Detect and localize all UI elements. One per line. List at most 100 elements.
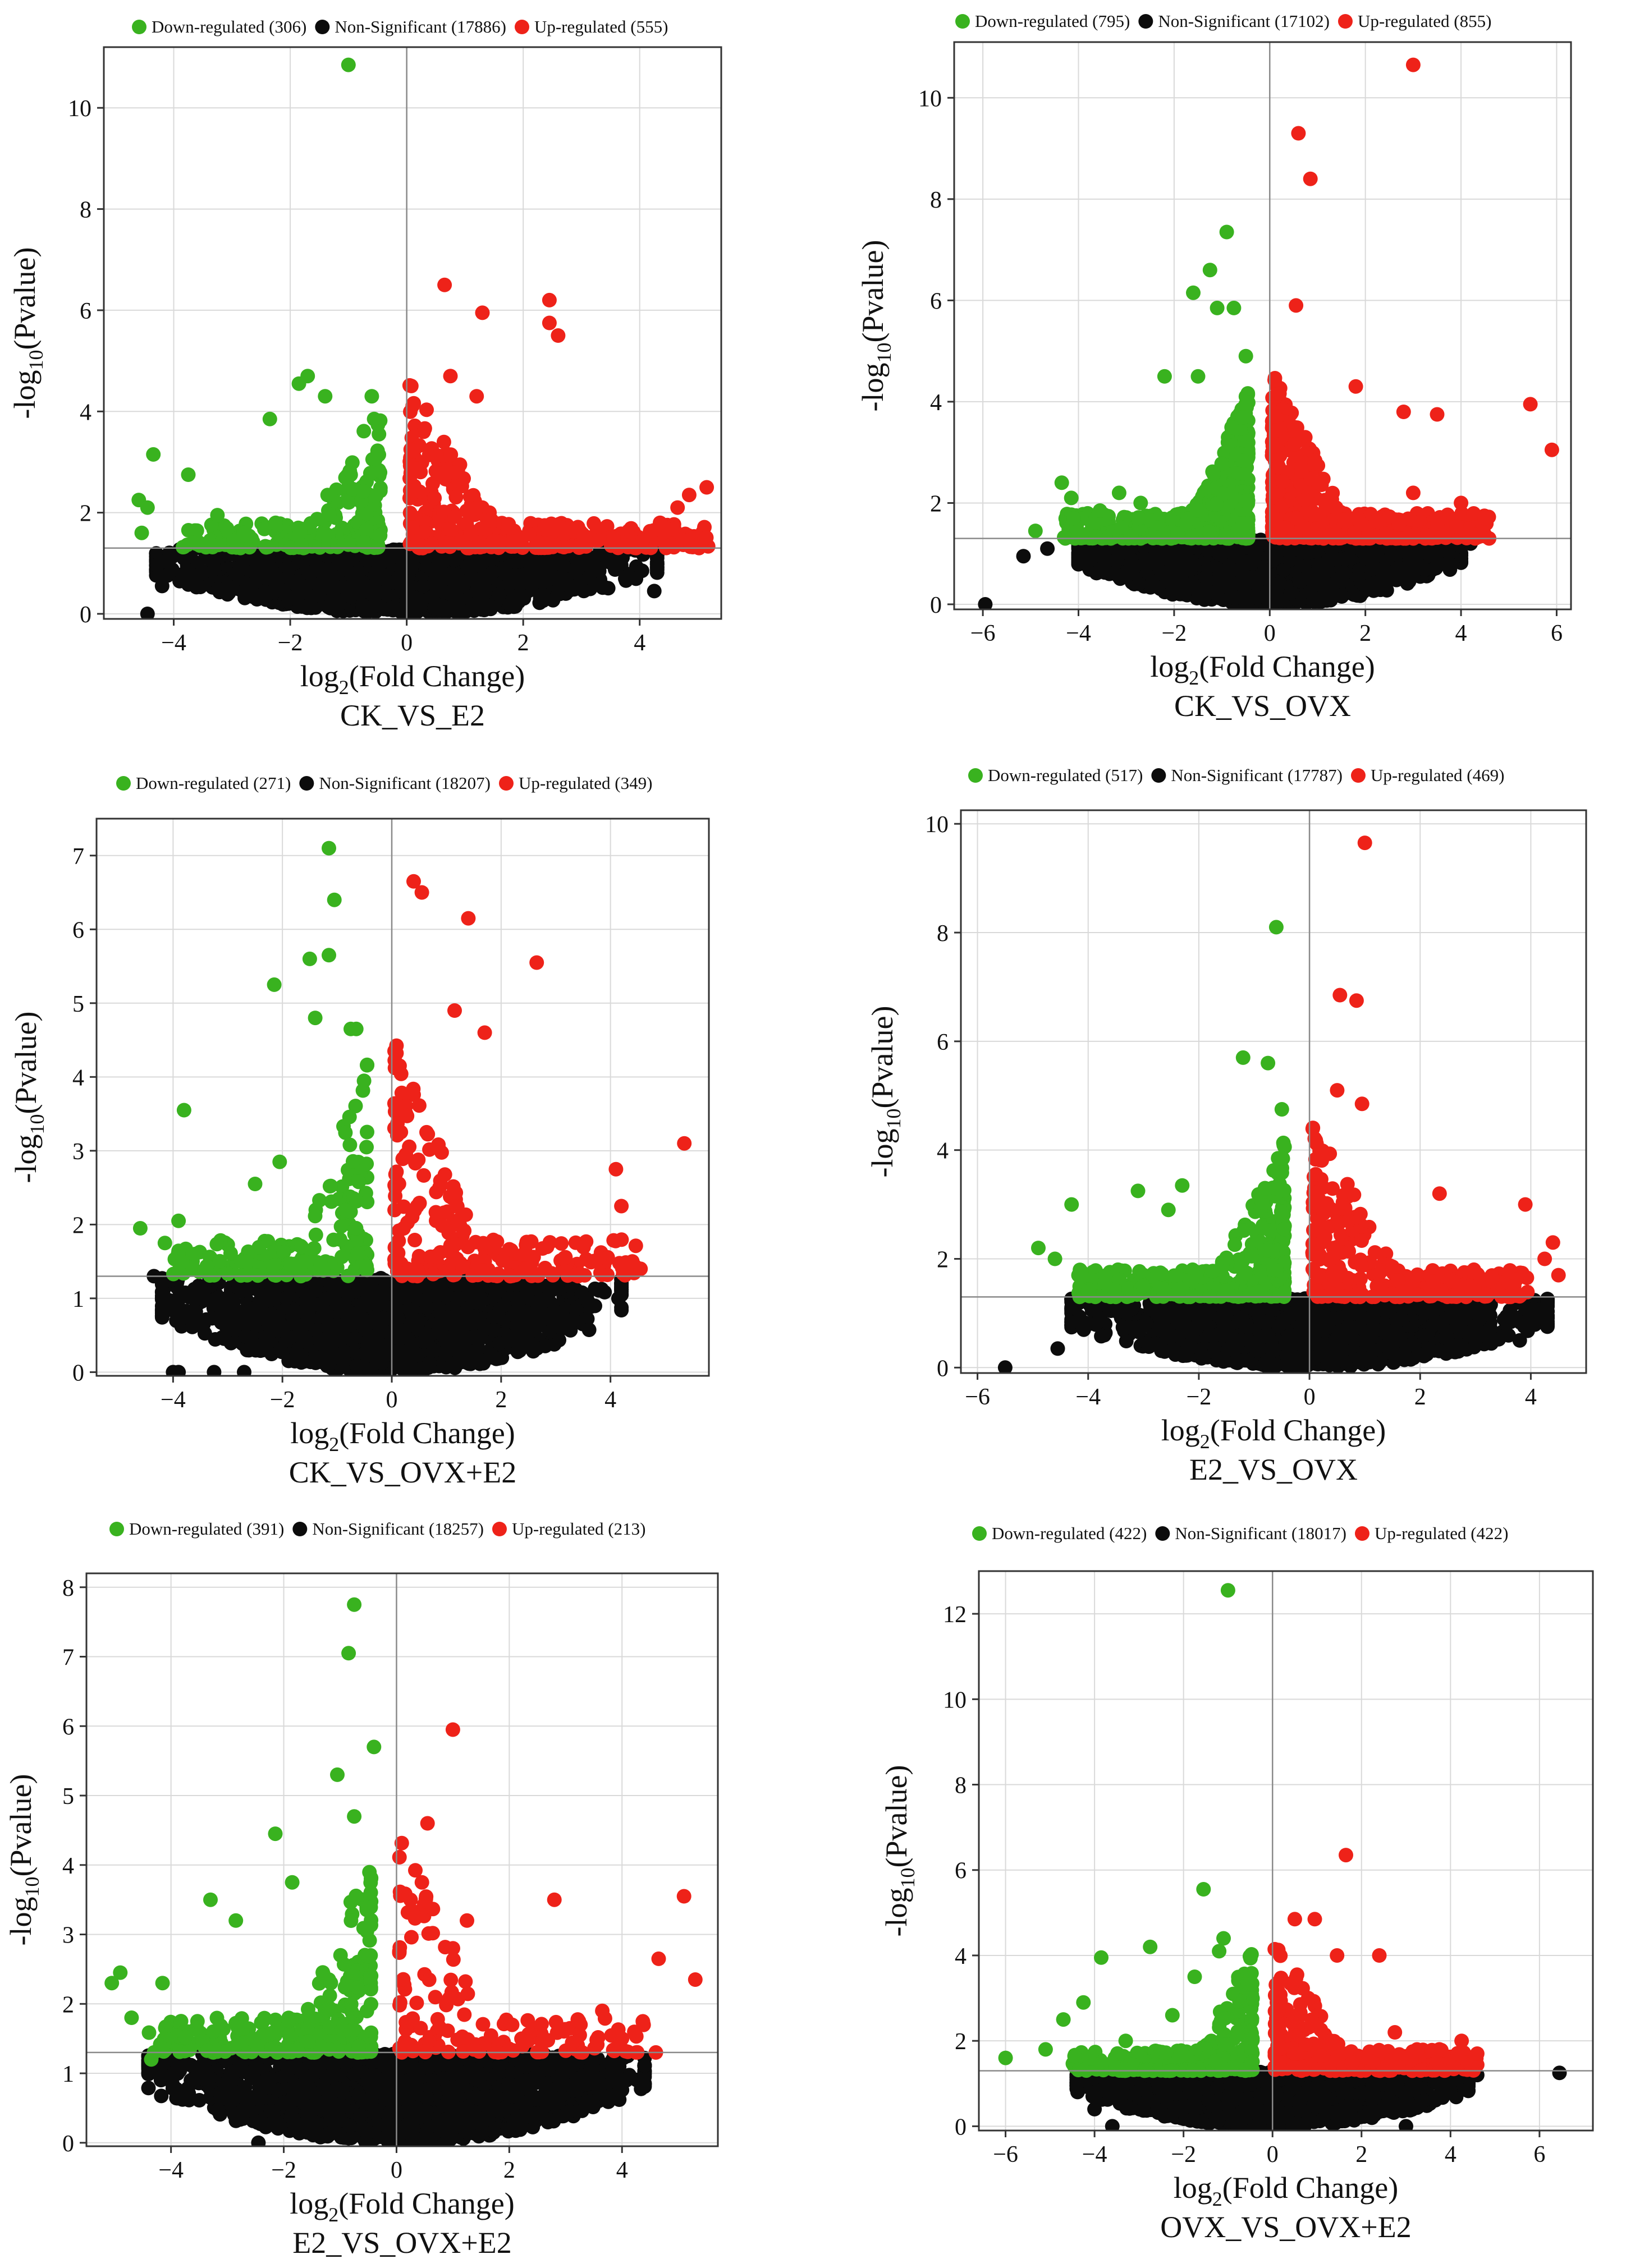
down-point xyxy=(1111,485,1126,501)
nonsig-point xyxy=(506,599,521,614)
down-point xyxy=(1088,529,1103,544)
down-point xyxy=(341,57,356,72)
nonsig-point xyxy=(603,555,619,571)
up-point xyxy=(427,490,442,506)
up-point xyxy=(436,434,451,449)
down-point xyxy=(1190,369,1206,384)
nonsig-point xyxy=(1260,584,1275,599)
up-point xyxy=(463,526,478,541)
nonsig-point xyxy=(447,553,462,568)
up-point xyxy=(551,328,566,343)
legend-swatch-nonsig xyxy=(315,20,330,34)
nonsig-point xyxy=(328,579,343,594)
up-point xyxy=(446,465,461,480)
y-tick-label: 0 xyxy=(80,602,91,628)
down-point xyxy=(1206,466,1221,481)
down-point xyxy=(1230,523,1245,538)
down-point xyxy=(1218,444,1233,460)
up-point xyxy=(555,520,569,535)
up-point xyxy=(469,389,484,404)
nonsig-point xyxy=(1114,546,1129,561)
down-point xyxy=(1054,475,1069,490)
nonsig-point xyxy=(1384,547,1399,562)
up-point xyxy=(436,504,451,520)
up-point xyxy=(442,539,457,554)
down-point xyxy=(359,523,374,538)
nonsig-point xyxy=(291,573,306,588)
legend-swatch-up xyxy=(514,20,529,34)
up-point xyxy=(1298,430,1313,445)
down-point xyxy=(356,484,371,499)
up-point xyxy=(1454,506,1469,521)
down-point xyxy=(310,512,325,527)
up-point xyxy=(542,315,557,330)
down-point xyxy=(1238,348,1253,364)
nonsig-point xyxy=(415,579,430,594)
nonsig-point xyxy=(441,603,456,618)
nonsig-point xyxy=(450,590,465,605)
down-point xyxy=(370,540,386,555)
legend-label-nonsig: Non-Significant (17886) xyxy=(335,17,506,36)
up-point xyxy=(412,484,427,499)
nonsig-point xyxy=(456,579,471,594)
nonsig-point xyxy=(355,575,370,590)
up-point xyxy=(681,488,697,503)
nonsig-point xyxy=(1314,577,1329,593)
down-point xyxy=(368,452,383,467)
up-point xyxy=(537,518,552,533)
down-point xyxy=(210,508,225,523)
nonsig-point xyxy=(149,558,164,573)
nonsig-point xyxy=(186,568,201,584)
down-point xyxy=(318,389,333,404)
nonsig-point xyxy=(1220,579,1235,594)
nonsig-point xyxy=(1323,593,1338,608)
up-point xyxy=(680,533,695,548)
up-point xyxy=(447,509,462,524)
down-point xyxy=(236,525,251,540)
down-point xyxy=(1235,410,1251,425)
nonsig-point xyxy=(257,586,272,601)
nonsig-point xyxy=(978,597,993,609)
down-point xyxy=(262,411,277,426)
nonsig-point xyxy=(376,602,391,617)
nonsig-point xyxy=(1440,544,1455,559)
down-point xyxy=(1219,530,1234,545)
nonsig-point xyxy=(1123,561,1138,576)
nonsig-point xyxy=(1040,541,1055,556)
nonsig-point xyxy=(429,557,444,572)
nonsig-point xyxy=(467,558,482,573)
up-point xyxy=(591,532,606,548)
nonsig-point xyxy=(1355,546,1370,561)
down-point xyxy=(1028,524,1043,539)
nonsig-point xyxy=(515,576,530,591)
up-point xyxy=(409,461,424,476)
nonsig-point xyxy=(320,599,336,614)
up-point xyxy=(466,488,481,503)
nonsig-point xyxy=(1093,562,1108,577)
up-point xyxy=(419,402,434,417)
nonsig-point xyxy=(1264,546,1279,561)
nonsig-point xyxy=(433,582,448,597)
down-point xyxy=(1133,495,1148,511)
nonsig-point xyxy=(592,563,607,579)
down-point xyxy=(181,467,196,482)
nonsig-point xyxy=(1364,562,1380,577)
nonsig-point xyxy=(1225,563,1240,577)
y-tick-label: 10 xyxy=(68,96,91,122)
nonsig-point xyxy=(273,582,288,598)
up-point xyxy=(606,530,621,545)
up-point xyxy=(437,277,452,292)
nonsig-point xyxy=(368,564,383,580)
scatter-points xyxy=(978,57,1559,609)
nonsig-point xyxy=(649,565,665,580)
nonsig-point xyxy=(1285,543,1300,558)
nonsig-point xyxy=(1386,564,1401,579)
down-point xyxy=(1064,490,1079,506)
nonsig-point xyxy=(597,580,612,595)
nonsig-point xyxy=(140,607,155,619)
nonsig-point xyxy=(360,602,375,617)
x-tick-label: −2 xyxy=(278,630,303,656)
down-point xyxy=(199,540,213,555)
up-point xyxy=(501,517,516,532)
